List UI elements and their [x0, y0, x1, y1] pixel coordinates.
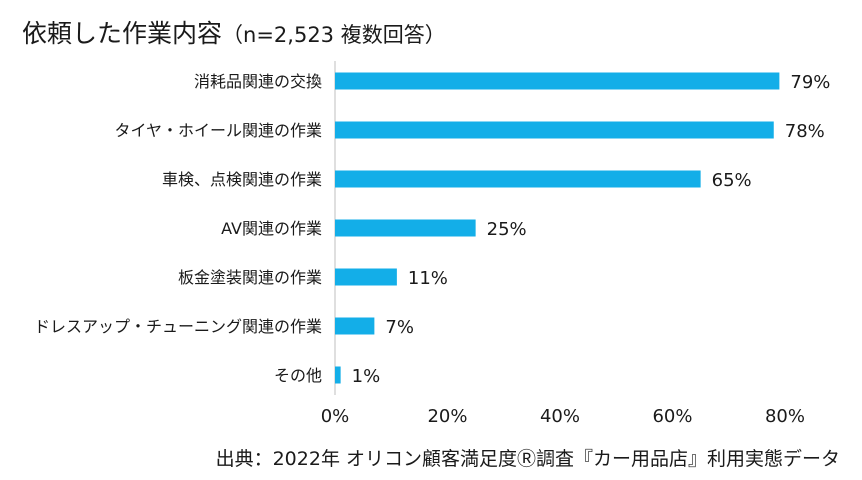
source-note: 出典：2022年 オリコン顧客満足度Ⓡ調査『カー用品店』利用実態データ	[215, 448, 840, 470]
x-tick-label: 0%	[321, 406, 350, 427]
x-tick-label: 40%	[540, 406, 580, 427]
x-tick-label: 20%	[427, 406, 467, 427]
value-label: 11%	[408, 268, 448, 289]
category-label: 消耗品関連の交換	[194, 72, 322, 91]
value-label: 25%	[487, 219, 527, 240]
value-label: 79%	[790, 72, 830, 93]
category-label: 車検、点検関連の作業	[162, 170, 322, 189]
value-label: 1%	[352, 366, 381, 387]
bar	[335, 366, 341, 384]
bar	[335, 170, 701, 188]
bar	[335, 268, 397, 286]
value-label: 7%	[385, 317, 414, 338]
category-label: ドレスアップ・チューニング関連の作業	[34, 317, 322, 336]
value-label: 65%	[712, 170, 752, 191]
x-tick-label: 80%	[765, 406, 805, 427]
category-label: 板金塗装関連の作業	[178, 268, 322, 287]
value-label: 78%	[785, 121, 825, 142]
chart-title-main: 依頼した作業内容	[22, 19, 223, 48]
bar	[335, 72, 780, 90]
chart-title-note: （n=2,523 複数回答）	[222, 23, 446, 47]
bar	[335, 219, 476, 237]
bar	[335, 121, 774, 139]
category-label: AV関連の作業	[221, 219, 322, 238]
category-label: その他	[274, 366, 322, 385]
chart-title: 依頼した作業内容（n=2,523 複数回答）	[22, 14, 446, 50]
x-tick-label: 60%	[652, 406, 692, 427]
category-label: タイヤ・ホイール関連の作業	[114, 121, 322, 140]
bar	[335, 317, 375, 335]
